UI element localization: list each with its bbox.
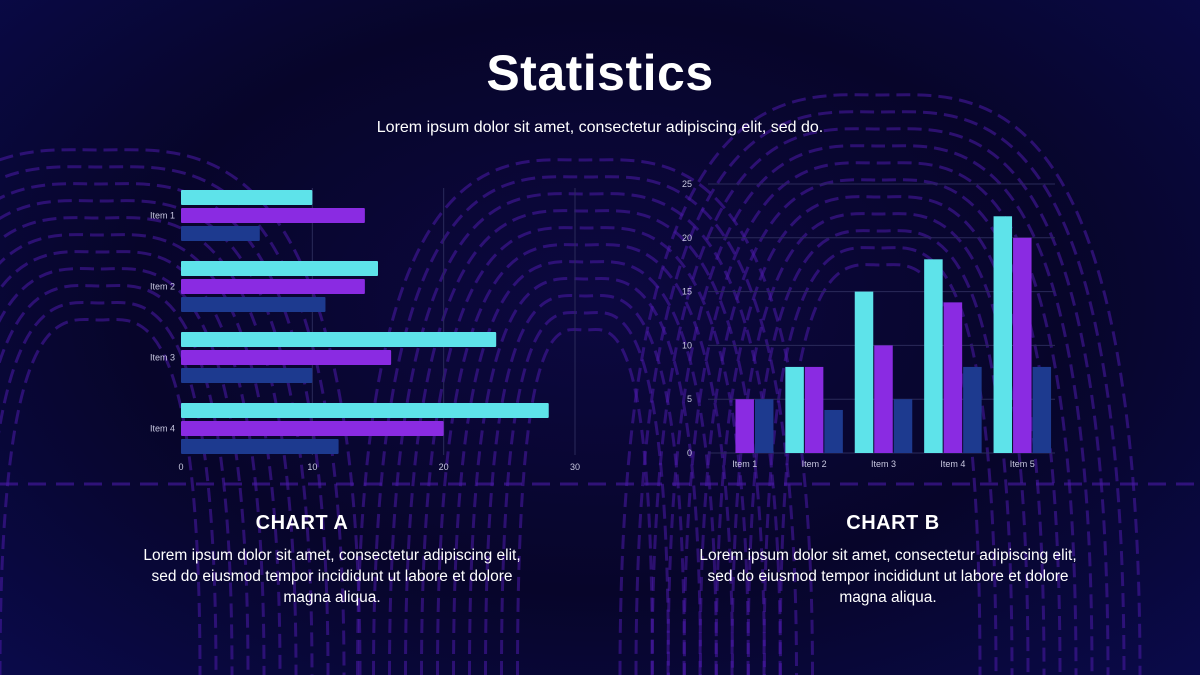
bar (854, 291, 874, 453)
bar (1013, 237, 1032, 453)
x-category-label: Item 2 (802, 459, 827, 469)
wave-line (682, 161, 1078, 675)
bar (181, 368, 313, 383)
y-category-label: Item 1 (150, 211, 175, 221)
x-category-label: Item 5 (1010, 459, 1035, 469)
wave-line (0, 250, 266, 675)
wave-line (0, 317, 202, 675)
y-category-label: Item 2 (150, 282, 175, 292)
wave-line (0, 182, 330, 675)
bar (181, 279, 365, 294)
wave-line (388, 192, 782, 675)
chart-b-description: Lorem ipsum dolor sit amet, consectetur … (699, 547, 1077, 606)
bar (893, 399, 913, 453)
bar (181, 332, 497, 347)
bar (924, 259, 943, 453)
bar (824, 409, 843, 453)
bar (181, 439, 339, 454)
bar (181, 403, 549, 418)
x-category-label: Item 4 (940, 459, 965, 469)
y-tick-label: 0 (687, 448, 692, 458)
wave-line (452, 260, 718, 675)
x-tick-label: 0 (178, 462, 183, 472)
chart-a-description: Lorem ipsum dolor sit amet, consectetur … (143, 547, 521, 606)
wave-line (468, 277, 702, 675)
page-title: Statistics (486, 45, 714, 101)
x-category-label: Item 3 (871, 459, 896, 469)
y-category-label: Item 4 (150, 424, 175, 434)
bar (874, 345, 893, 453)
y-tick-label: 15 (682, 287, 692, 297)
bar (963, 366, 982, 453)
x-category-label: Item 1 (732, 459, 757, 469)
bar (181, 350, 392, 365)
y-category-label: Item 3 (150, 353, 175, 363)
wave-line (372, 175, 798, 675)
wave-line (356, 158, 814, 675)
bar (785, 366, 804, 453)
x-tick-label: 30 (570, 462, 580, 472)
wave-line (420, 226, 750, 675)
wave-line (634, 110, 1126, 675)
bar (943, 302, 963, 453)
wave-line (484, 294, 686, 675)
bar (1032, 366, 1052, 453)
wave-line (0, 284, 234, 675)
chart-a-heading: CHART A (255, 512, 349, 534)
bar (993, 216, 1013, 453)
wave-line (714, 195, 1046, 675)
chart-a: 0 10 20 30 Item 1 Item 2 Item 3 Item 4 (150, 188, 580, 472)
y-tick-label: 10 (682, 340, 692, 350)
bar (804, 366, 824, 453)
bar (754, 399, 774, 453)
y-tick-label: 25 (682, 179, 692, 189)
wave-line (404, 209, 766, 675)
wave-line (618, 93, 1142, 675)
wave-line (650, 127, 1110, 675)
bar (735, 399, 754, 453)
y-tick-label: 20 (682, 233, 692, 243)
wave-line (666, 144, 1094, 675)
wave-line (746, 229, 1014, 675)
bar (181, 297, 326, 312)
bar (181, 226, 260, 241)
wave-line (436, 243, 734, 675)
wave-line (0, 165, 346, 675)
wave-line (0, 233, 282, 675)
bar (181, 421, 444, 436)
bar (181, 208, 365, 223)
chart-b-heading: CHART B (846, 512, 940, 534)
x-tick-label: 10 (307, 462, 317, 472)
chart-b: 0 5 10 15 20 25 Item 1 Item 2 Item 3 Item 4 Item 5 (682, 179, 1055, 469)
page-subtitle: Lorem ipsum dolor sit amet, consectetur … (376, 119, 824, 136)
wave-line (0, 199, 314, 675)
bar (181, 261, 378, 276)
x-tick-label: 20 (439, 462, 449, 472)
bar (181, 190, 313, 205)
y-tick-label: 5 (687, 394, 692, 404)
